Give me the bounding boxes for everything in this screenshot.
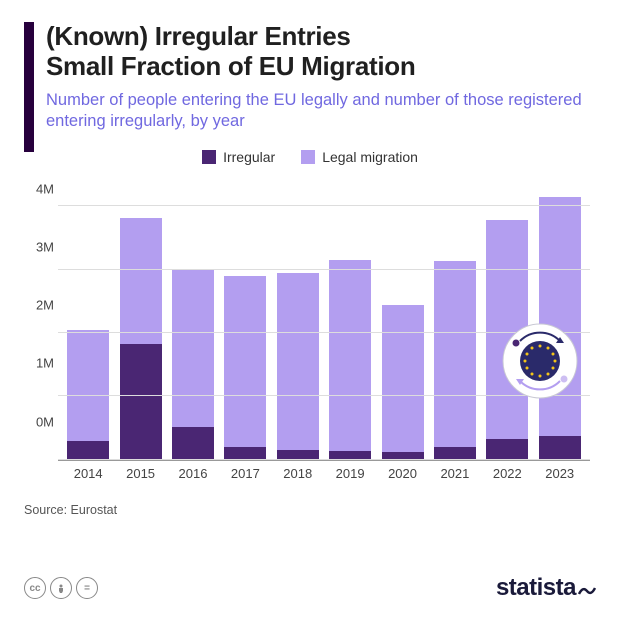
x-axis-label: 2022	[486, 461, 528, 485]
title-line-1: (Known) Irregular Entries	[46, 21, 351, 51]
bar-group	[329, 175, 371, 460]
bar-segment-irregular	[539, 436, 581, 460]
grid-line	[58, 459, 590, 460]
x-axis-label: 2017	[224, 461, 266, 485]
bar-group	[120, 175, 162, 460]
plot-area	[58, 175, 590, 461]
legend-swatch-legal	[301, 150, 315, 164]
bar-segment-legal	[329, 260, 371, 451]
bar-segment-legal	[120, 218, 162, 345]
legend-label-legal: Legal migration	[322, 149, 418, 165]
nd-icon: =	[76, 577, 98, 599]
bar-group	[172, 175, 214, 460]
statista-wave-icon	[578, 579, 596, 597]
footer: cc = statista	[24, 574, 596, 602]
bar-group	[67, 175, 109, 460]
chart-area: 0M1M2M3M4M 20142015201620172018201920202…	[58, 175, 590, 485]
x-axis-label: 2019	[329, 461, 371, 485]
title-line-2: Small Fraction of EU Migration	[46, 51, 415, 81]
grid-line	[58, 205, 590, 206]
statista-logo: statista	[496, 574, 596, 602]
source-text: Source: Eurostat	[24, 503, 596, 517]
x-axis-label: 2023	[539, 461, 581, 485]
bar-group	[224, 175, 266, 460]
bar-segment-legal	[382, 305, 424, 452]
cc-icon: cc	[24, 577, 46, 599]
bar-group	[434, 175, 476, 460]
x-axis-label: 2015	[120, 461, 162, 485]
bar-segment-legal	[172, 270, 214, 428]
license-icons: cc =	[24, 577, 98, 599]
logo-text: statista	[496, 574, 576, 602]
y-tick-label: 0M	[36, 414, 54, 429]
y-tick-label: 1M	[36, 356, 54, 371]
legend: Irregular Legal migration	[24, 149, 596, 165]
x-axis-labels: 2014 2015 2016 2017 2018 2019 2020 2021 2022 2023	[58, 461, 590, 485]
bar-segment-irregular	[67, 441, 109, 459]
bar-segment-legal	[277, 273, 319, 450]
y-tick-label: 2M	[36, 298, 54, 313]
y-tick-label: 4M	[36, 181, 54, 196]
grid-line	[58, 269, 590, 270]
header-accent-bar	[24, 22, 34, 152]
legend-swatch-irregular	[202, 150, 216, 164]
y-tick-label: 3M	[36, 240, 54, 255]
legend-item-irregular: Irregular	[202, 149, 275, 165]
x-axis-label: 2020	[382, 461, 424, 485]
x-axis-label: 2014	[67, 461, 109, 485]
by-icon	[50, 577, 72, 599]
bar-segment-legal	[67, 330, 109, 441]
bar-group	[277, 175, 319, 460]
bar-group	[382, 175, 424, 460]
chart-title: (Known) Irregular Entries Small Fraction…	[46, 22, 596, 82]
bar-segment-irregular	[172, 427, 214, 459]
x-axis-label: 2021	[434, 461, 476, 485]
legend-item-legal: Legal migration	[301, 149, 418, 165]
bars-container	[58, 175, 590, 460]
x-axis-label: 2016	[172, 461, 214, 485]
eu-migration-icon	[502, 323, 578, 399]
y-axis: 0M 1M 2M 3M 4M	[24, 175, 54, 461]
bar-segment-legal	[539, 197, 581, 435]
bar-group	[486, 175, 528, 460]
bar-segment-irregular	[486, 439, 528, 460]
bar-segment-legal	[434, 261, 476, 447]
chart-subtitle: Number of people entering the EU legally…	[46, 90, 596, 133]
bar-segment-irregular	[120, 344, 162, 459]
legend-label-irregular: Irregular	[223, 149, 275, 165]
bar-group	[539, 175, 581, 460]
bar-segment-legal	[224, 276, 266, 447]
x-axis-label: 2018	[277, 461, 319, 485]
